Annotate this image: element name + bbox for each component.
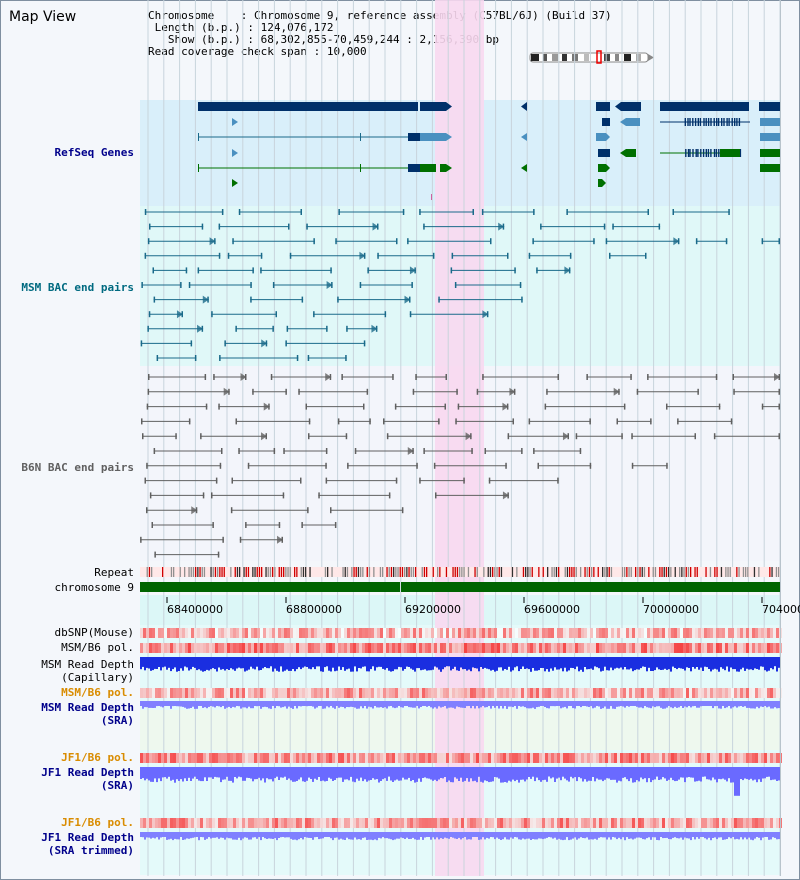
repeat-label[interactable]: Repeat <box>94 566 134 579</box>
chromosome-label: Chromosome <box>148 9 215 22</box>
msm-b6-pol-track-2[interactable] <box>140 688 782 698</box>
coverage-value: 10,000 <box>326 45 367 58</box>
b6n-bac-end-pairs-label[interactable]: B6N BAC end pairs <box>21 461 134 474</box>
msm-read-depth-sra-label[interactable]: MSM Read Depth <box>41 701 134 714</box>
chromosome-info: Chromosome : Chromosome 9, reference ass… <box>148 9 612 58</box>
msm-read-depth-capillary-sub: (Capillary) <box>61 671 134 684</box>
chromosome-bar-right[interactable] <box>401 582 780 592</box>
page-title: Map View <box>9 9 77 25</box>
msm-b6-pol-track[interactable] <box>140 643 782 653</box>
jf1-read-depth-trimmed-label[interactable]: JF1 Read Depth <box>41 831 134 844</box>
jf1-b6-pol-label-2[interactable]: JF1/B6 pol. <box>61 816 134 829</box>
msm-read-depth-capillary-track[interactable] <box>140 657 780 672</box>
length-value: 124,076,172 <box>260 21 334 34</box>
msm-read-depth-sra-sub: (SRA) <box>100 714 134 727</box>
jf1-read-depth-sub: (SRA) <box>100 779 134 792</box>
chromosome-bar-left[interactable] <box>140 582 400 592</box>
jf1-read-depth-track[interactable] <box>140 767 780 796</box>
axis-tick-label: 69600000 <box>524 603 580 616</box>
msm-read-depth-sra-track[interactable] <box>140 701 780 709</box>
msm-b6-pol-label-2[interactable]: MSM/B6 pol. <box>61 686 134 699</box>
jf1-read-depth-trimmed-track[interactable] <box>140 832 780 841</box>
repeat-track[interactable] <box>146 567 780 577</box>
jf1-read-depth-label[interactable]: JF1 Read Depth <box>41 766 134 779</box>
axis-tick-label: 68800000 <box>286 603 342 616</box>
axis-tick-label: 70000000 <box>643 603 699 616</box>
refseq-genes-label[interactable]: RefSeq Genes <box>54 146 134 159</box>
axis-tick-label: 69200000 <box>405 603 461 616</box>
chromosome-ideogram[interactable] <box>529 50 654 64</box>
msm-bac-end-pairs-label[interactable]: MSM BAC end pairs <box>21 281 134 294</box>
jf1-read-depth-trimmed-sub: (SRA trimmed) <box>47 844 134 857</box>
msm-read-depth-capillary-label[interactable]: MSM Read Depth <box>41 658 134 671</box>
jf1-b6-pol-track[interactable] <box>140 753 782 763</box>
b6n-bac-end-pairs-track[interactable] <box>140 373 780 558</box>
jf1-b6-pol-track-2[interactable] <box>140 818 782 828</box>
msm-b6-pol-label[interactable]: MSM/B6 pol. <box>61 641 134 654</box>
jf1-b6-pol-label[interactable]: JF1/B6 pol. <box>61 751 134 764</box>
refseq-genes-track[interactable] <box>198 102 780 200</box>
coverage-label: Read coverage check span <box>148 45 307 58</box>
axis-tick-label: 68400000 <box>167 603 223 616</box>
dbsnp-track[interactable] <box>140 628 782 638</box>
dbsnp-label[interactable]: dbSNP(Mouse) <box>54 626 134 639</box>
axis-tick-label: 704000 <box>762 603 800 616</box>
chromosome-label-track[interactable]: chromosome 9 <box>54 581 134 594</box>
msm-bac-end-pairs-track[interactable] <box>140 209 780 361</box>
